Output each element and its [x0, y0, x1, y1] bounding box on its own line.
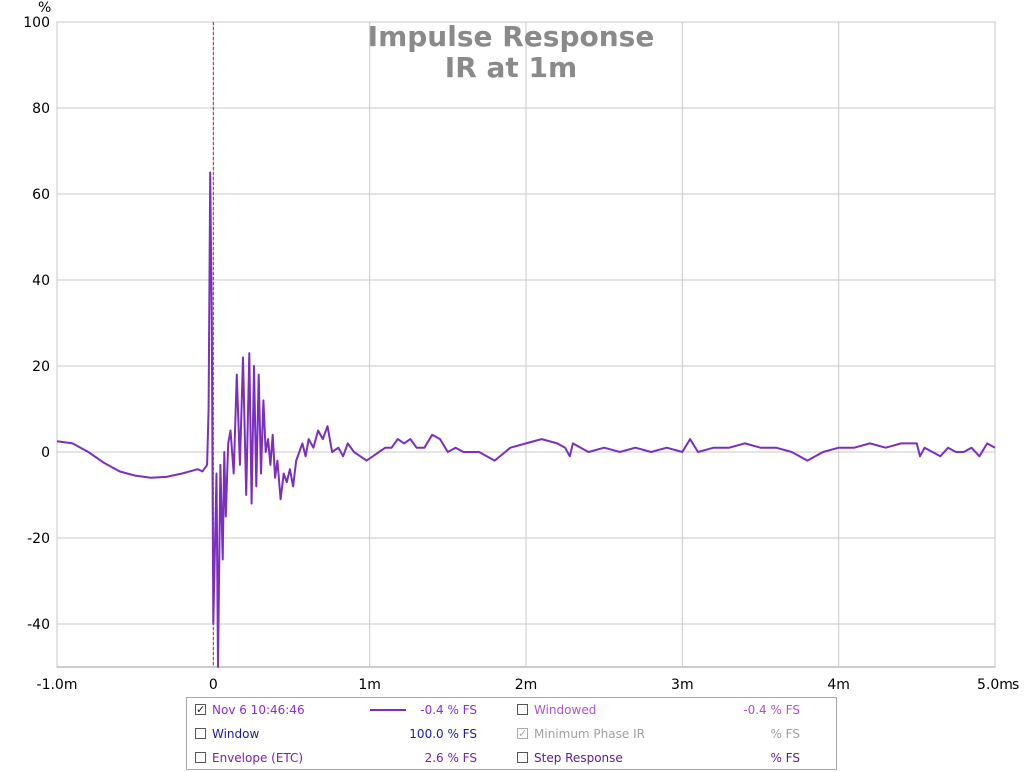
checkbox-envelope[interactable]: [195, 752, 206, 763]
y-tick-label: -20: [27, 531, 50, 547]
x-tick-label: 1m: [358, 677, 381, 693]
legend-item-step[interactable]: Step Response % FS: [517, 749, 817, 767]
x-tick-label: 2m: [515, 677, 538, 693]
legend-item-windowed[interactable]: Windowed -0.4 % FS: [517, 701, 817, 719]
legend-label-envelope: Envelope (ETC): [212, 751, 304, 765]
y-tick-label: 0: [41, 445, 50, 461]
legend-value-min-phase: % FS: [770, 727, 800, 741]
checkbox-ir[interactable]: ✓: [195, 703, 206, 716]
legend-label-min-phase: Minimum Phase IR: [534, 727, 645, 741]
chart-subtitle: IR at 1m: [445, 51, 577, 84]
y-tick-label: 80: [32, 101, 50, 117]
legend-label-window: Window: [212, 727, 260, 741]
checkbox-min-phase: ✓: [517, 727, 528, 740]
y-tick-label: 40: [32, 273, 50, 289]
series-line-ir: [56, 171, 996, 668]
x-tick-label: 0: [209, 677, 218, 693]
legend-value-step: % FS: [770, 751, 800, 765]
x-tick-label: 3m: [671, 677, 694, 693]
y-tick-label: 100: [23, 15, 50, 31]
legend-value-envelope: 2.6 % FS: [424, 751, 477, 765]
x-tick-label: -1.0m: [37, 677, 78, 693]
y-axis-unit: %: [38, 0, 51, 16]
legend-swatch-ir: [370, 709, 406, 711]
y-axis-ticks: 100 80 60 40 20 0 -20 -40: [23, 15, 50, 633]
legend-label-step: Step Response: [534, 751, 623, 765]
x-axis-ticks: -1.0m 0 1m 2m 3m 4m 5.0m: [37, 677, 1013, 693]
x-axis-unit: s: [1012, 677, 1019, 693]
y-tick-label: 60: [32, 187, 50, 203]
legend-item-min-phase: ✓ Minimum Phase IR % FS: [517, 725, 817, 743]
legend-label-windowed: Windowed: [534, 703, 597, 717]
checkbox-windowed[interactable]: [517, 704, 528, 715]
legend-panel: ✓ Nov 6 10:46:46 -0.4 % FS Window 100.0 …: [186, 697, 837, 770]
legend-label-ir: Nov 6 10:46:46: [212, 703, 305, 717]
legend-item-envelope[interactable]: Envelope (ETC) 2.6 % FS: [195, 749, 495, 767]
y-tick-label: -40: [27, 617, 50, 633]
x-tick-label: 5.0m: [977, 677, 1013, 693]
y-tick-label: 20: [32, 359, 50, 375]
legend-value-windowed: -0.4 % FS: [743, 703, 800, 717]
x-tick-label: 4m: [827, 677, 850, 693]
legend-value-ir: -0.4 % FS: [420, 703, 477, 717]
chart-title: Impulse Response: [368, 20, 655, 53]
legend-item-window[interactable]: Window 100.0 % FS: [195, 725, 495, 743]
checkbox-step[interactable]: [517, 752, 528, 763]
legend-item-ir[interactable]: ✓ Nov 6 10:46:46 -0.4 % FS: [195, 701, 495, 719]
legend-value-window: 100.0 % FS: [409, 727, 477, 741]
checkbox-window[interactable]: [195, 728, 206, 739]
